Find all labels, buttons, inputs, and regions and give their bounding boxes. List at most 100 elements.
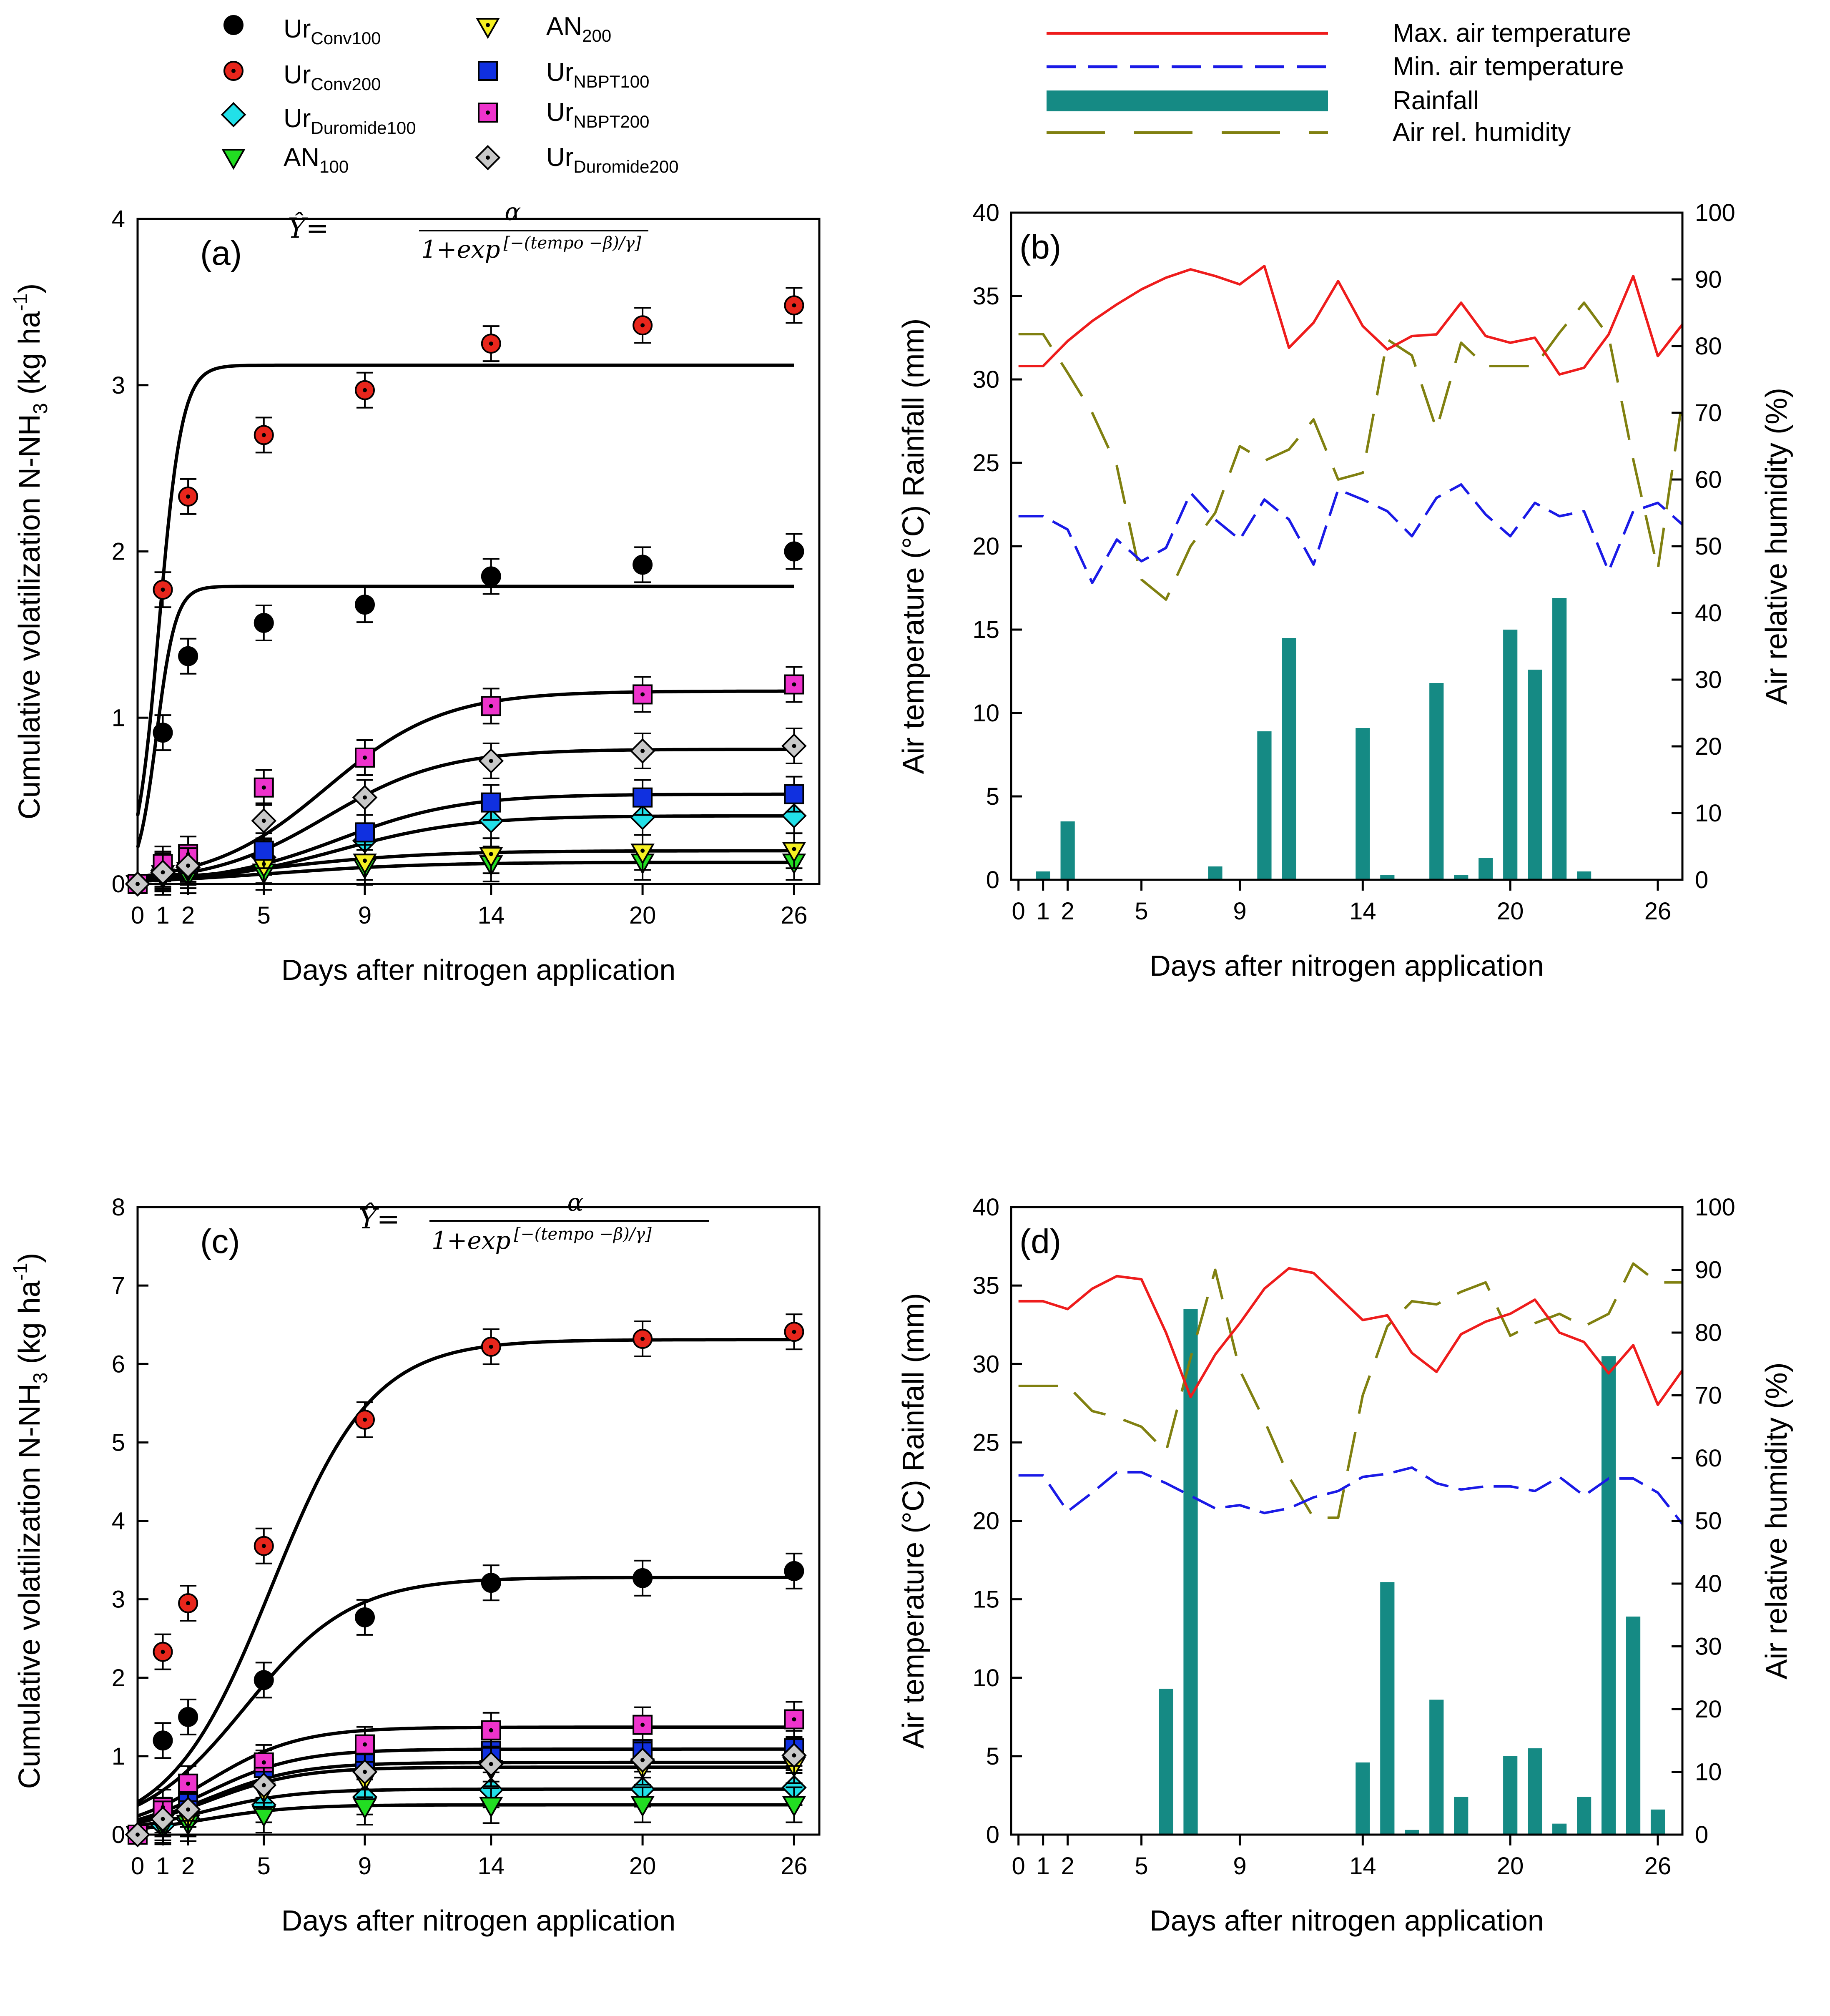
- panel-c-fit-curve-an100: [137, 1803, 794, 1831]
- panel-a-point-duro200: [175, 853, 201, 879]
- equation-c-denominator: 1+exp [−(tempo −β)/γ]: [432, 1225, 652, 1255]
- svg-text:UrConv200: UrConv200: [284, 60, 381, 94]
- legend-label-tmin: Min. air temperature: [1393, 52, 1624, 81]
- panel-a-point-conv200: [633, 315, 653, 336]
- panel-a-fit-curve-an100: [137, 861, 794, 883]
- panel-c-xtick-label: 0: [131, 1853, 144, 1880]
- panel-b-humidity-line: [1018, 301, 1684, 601]
- panel-c-point-duro200: [630, 1747, 655, 1773]
- svg-text:UrDuromide100: UrDuromide100: [284, 104, 416, 138]
- panel-a-xtick-label: 1: [156, 902, 169, 929]
- panel-c-point-nbpt200: [178, 1773, 198, 1794]
- panel-b-rain-bar: [1282, 638, 1296, 880]
- panel-a-point-conv100: [481, 566, 501, 587]
- legend-item-conv200: UrConv200: [223, 60, 381, 94]
- legend-marker-conv200: [223, 61, 243, 81]
- panel-b-xtick-label: 0: [1012, 898, 1025, 925]
- panel-a-ytick-label: 3: [112, 372, 125, 399]
- panel-d-ytick-label: 30: [972, 1351, 999, 1378]
- equation-a-denominator: 1+exp [−(tempo −β)/γ]: [421, 233, 641, 264]
- panel-b-ytick-right-label: 60: [1695, 466, 1722, 493]
- equation-c: Ŷ= α 1+exp [−(tempo −β)/γ]: [359, 1188, 709, 1255]
- panel-b-rain-bar: [1429, 683, 1444, 880]
- panel-a-point-nbpt200: [355, 747, 375, 768]
- legend-label-tmax: Max. air temperature: [1393, 19, 1631, 48]
- panel-d-ytick-right-label: 40: [1695, 1570, 1722, 1597]
- svg-text:UrNBPT200: UrNBPT200: [546, 98, 650, 131]
- panel-d-ytick-right-label: 30: [1695, 1633, 1722, 1660]
- legend-marker-shape-an100: [221, 149, 246, 170]
- panel-d-ytick-right-label: 60: [1695, 1445, 1722, 1472]
- panel-d-xlabel: Days after nitrogen application: [1150, 1904, 1544, 1937]
- panel-d-ytick-label: 5: [986, 1743, 999, 1770]
- legend-item-tmax: Max. air temperature: [1047, 19, 1631, 48]
- legend-item-an200: AN200: [476, 12, 611, 45]
- panel-b-rain-bar: [1503, 630, 1518, 880]
- panel-a-point-an200: [782, 842, 806, 863]
- panel-b-rain-bar: [1036, 871, 1050, 880]
- panel-d-ytick-label: 35: [972, 1272, 999, 1299]
- panel-a-point-nbpt100: [254, 841, 274, 861]
- panel-b-rain-bar: [1257, 731, 1272, 880]
- legend-bar-rain: [1047, 90, 1328, 111]
- panel-c-xtick-label: 1: [156, 1853, 169, 1880]
- panel-c-point-nbpt200: [481, 1720, 501, 1740]
- panel-c-point-conv100: [481, 1573, 501, 1593]
- panel-c-xtick-label: 20: [629, 1853, 656, 1880]
- panel-a-point-nbpt100: [784, 784, 804, 804]
- panel-b-ytick-right-label: 70: [1695, 399, 1722, 427]
- panel-c-point-conv100: [178, 1707, 198, 1727]
- panel-a-fit-curve-conv100: [136, 585, 794, 848]
- panel-a-label: (a): [200, 234, 242, 272]
- panel-d-rain-bar: [1380, 1582, 1395, 1835]
- panel-d-rain-bar: [1454, 1797, 1469, 1835]
- panel-a-point-duro200: [125, 871, 151, 897]
- panel-a-xtick-label: 5: [257, 902, 271, 929]
- svg-text:AN200: AN200: [546, 12, 611, 45]
- panel-a-point-conv200: [153, 580, 173, 600]
- panel-b-rain-bar: [1060, 821, 1075, 880]
- panel-a-ytick-label: 0: [112, 871, 125, 898]
- panel-a-xlabel: Days after nitrogen application: [281, 954, 676, 986]
- panel-a-ylabel: Cumulative volatilization N-NH3 (kg ha-1…: [10, 284, 52, 820]
- legend-marker-shape-duro200: [475, 145, 501, 171]
- legend-marker-nbpt100: [478, 61, 498, 81]
- panel-a-point-conv100: [633, 555, 653, 575]
- legend-label-hum: Air rel. humidity: [1393, 118, 1571, 147]
- panel-a-point-nbpt100: [633, 787, 653, 808]
- panel-c-point-conv100: [254, 1670, 274, 1690]
- legend-marker-shape-nbpt100: [478, 61, 498, 81]
- legend-marker-an200: [476, 18, 500, 39]
- panel-d-ytick-right-label: 80: [1695, 1319, 1722, 1346]
- panel-c-fit-curve-duro200: [137, 1760, 794, 1824]
- panel-b-xtick-label: 9: [1233, 898, 1246, 925]
- panel-d-xtick-label: 26: [1644, 1853, 1672, 1880]
- panel-c-point-conv200: [254, 1536, 274, 1556]
- panel-c-point-duro200: [150, 1806, 176, 1832]
- panel-b-xtick-label: 1: [1037, 898, 1050, 925]
- panel-c-xtick-label: 5: [257, 1853, 271, 1880]
- panel-c-point-conv200: [633, 1329, 653, 1349]
- panel-b-ytick-right-label: 10: [1695, 800, 1722, 827]
- panel-a-point-conv200: [178, 486, 198, 507]
- panel-c-point-duro200: [352, 1759, 378, 1785]
- panel-d-rain-bar: [1159, 1689, 1173, 1835]
- equation-c-lhs: Ŷ=: [359, 1203, 400, 1235]
- panel-a-fit-curve-duro200: [137, 748, 794, 881]
- panel-b-xtick-label: 26: [1644, 898, 1672, 925]
- panel-a-point-duro200: [251, 808, 277, 834]
- legend-marker-shape-conv100: [223, 15, 243, 35]
- panel-b-tmin-line: [1018, 483, 1683, 584]
- panel-b-rain-bar: [1380, 875, 1395, 880]
- panel-d-tmin-line: [1018, 1466, 1684, 1525]
- panel-c-point-an100: [353, 1798, 377, 1820]
- legend-marker-shape-nbpt200: [478, 103, 498, 123]
- panel-c-ytick-label: 8: [112, 1194, 125, 1221]
- panel-b-xtick-label: 5: [1135, 898, 1148, 925]
- panel-c-fit-curve-nbpt100: [137, 1747, 794, 1822]
- panel-a-xtick-label: 9: [358, 902, 372, 929]
- panel-b-ytick-label: 10: [972, 700, 999, 727]
